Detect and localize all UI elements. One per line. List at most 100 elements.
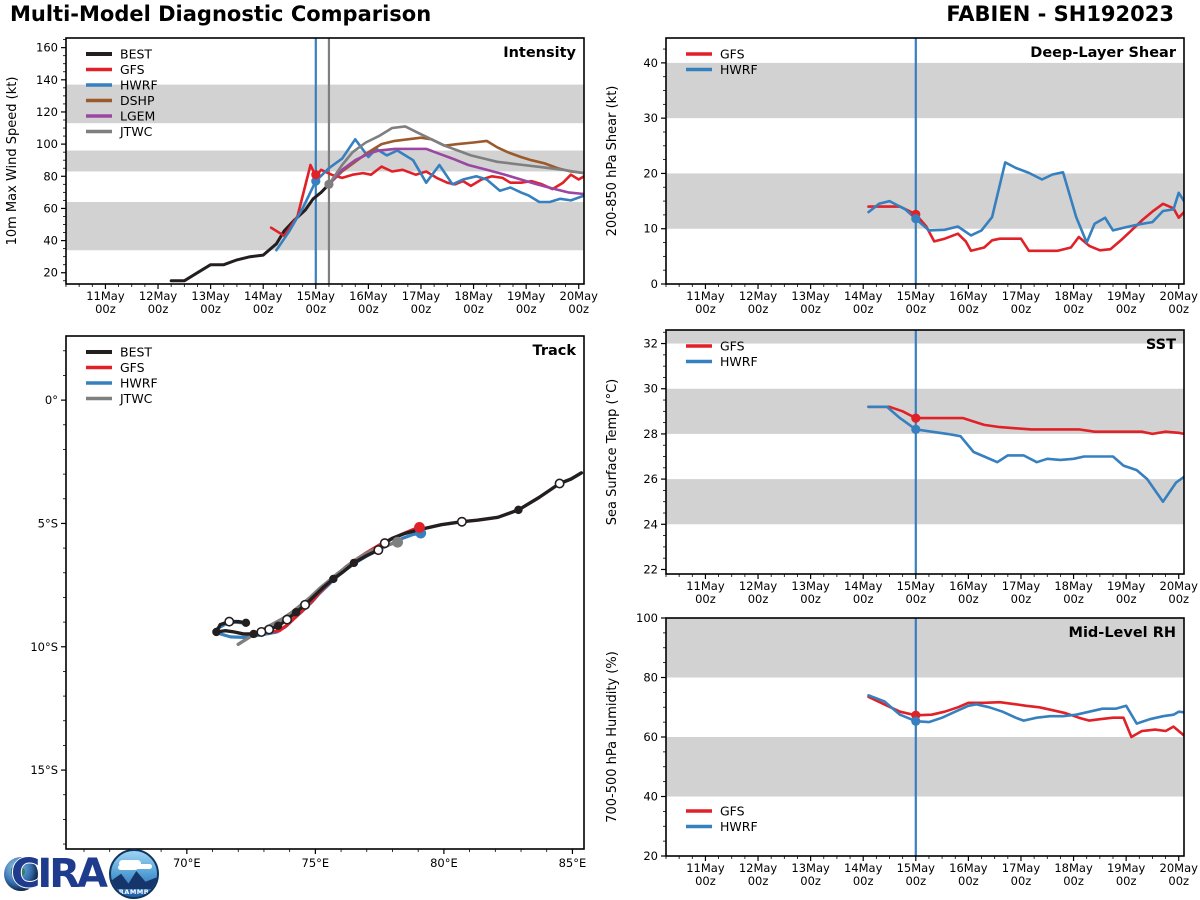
x-tick-label: 12May <box>139 289 178 303</box>
y-tick-label: 26 <box>643 472 658 486</box>
x-tick-label: 00z <box>95 302 116 316</box>
x-tick-label: 00z <box>1168 874 1189 888</box>
model-position-markers <box>392 521 427 548</box>
category-bands <box>666 330 1184 525</box>
x-tick-label: 00z <box>358 302 379 316</box>
x-tick-label: 00z <box>905 592 926 606</box>
x-tick-label: 15May <box>897 579 936 593</box>
best-track-dot-open <box>379 538 390 549</box>
x-tick-label: 16May <box>949 579 988 593</box>
x-tick-label: 00z <box>568 302 589 316</box>
x-tick-label: 00z <box>958 302 979 316</box>
init-markers <box>911 413 921 435</box>
best-track-dot-open <box>224 616 235 627</box>
shear-chart: 11May 00z 12May 00z 13May 00z 14May 00z 15May 00z… <box>600 32 1200 324</box>
y-tick-label: 40 <box>43 234 58 248</box>
series-lines <box>867 161 1184 253</box>
best-track-dot-open <box>256 626 267 637</box>
x-tick-label: 00z <box>748 874 769 888</box>
y-tick-label: 30 <box>643 382 658 396</box>
x-tick-label: 14May <box>244 289 283 303</box>
x-tick-label: 13May <box>791 861 830 875</box>
x-tick-label: 80°E <box>430 856 458 870</box>
x-tick-label: 15May <box>297 289 336 303</box>
x-tick-label: 00z <box>905 874 926 888</box>
y-tick-label: 5°S <box>38 516 58 530</box>
x-tick-label: 00z <box>853 874 874 888</box>
axis-ticks <box>61 350 574 854</box>
y-axis-title: Sea Surface Temp (°C) <box>605 379 620 526</box>
series-line-jtwc <box>327 125 584 186</box>
y-tick-label: 160 <box>36 41 58 55</box>
init-marker-hwrf <box>911 716 921 726</box>
best-track-dot-filled <box>249 629 258 639</box>
best-track-dot-open <box>554 478 565 489</box>
track-chart: 70°E 75°E 80°E 85°E 0° 5°S 10°S 15°S BEST GFS HWRF… <box>0 324 600 880</box>
best-track-dot-open <box>373 545 384 556</box>
legend-label-gfs: GFS <box>720 339 745 354</box>
y-tick-label: 60 <box>43 201 58 215</box>
chart-svg-rh: 11May00z12May00z13May00z14May00z15May00z… <box>605 611 1198 888</box>
best-track-dot-filled <box>273 621 283 630</box>
legend-label-gfs: GFS <box>120 360 145 375</box>
x-tick-label: 00z <box>800 592 821 606</box>
series-line-hwrf <box>867 405 1184 503</box>
x-tick-label: 15May <box>897 861 936 875</box>
x-tick-label: 17May <box>402 289 441 303</box>
x-tick-label: 12May <box>739 861 778 875</box>
x-tick-label: 20May <box>560 289 599 303</box>
x-tick-label: 00z <box>148 302 169 316</box>
x-tick-label: 00z <box>1168 302 1189 316</box>
y-tick-label: 15°S <box>30 763 58 777</box>
axis-tick-labels: 11May00z12May00z13May00z14May00z15May00z… <box>636 611 1198 888</box>
x-tick-label: 17May <box>1002 861 1041 875</box>
chart-svg-shear: 11May00z12May00z13May00z14May00z15May00z… <box>605 37 1198 316</box>
legend-label-gfs: GFS <box>720 47 745 62</box>
panel-title: Mid-Level RH <box>1069 625 1176 641</box>
cloud-icon <box>119 860 141 867</box>
y-axis-title: 10m Max Wind Speed (kt) <box>5 77 20 246</box>
rammb-badge-text: RAMMB <box>118 888 150 896</box>
x-tick-label: 00z <box>958 592 979 606</box>
init-marker-hwrf <box>911 214 921 224</box>
x-tick-label: 00z <box>463 302 484 316</box>
chart-svg-intensity: 11May00z12May00z13May00z14May00z15May00z… <box>5 37 599 316</box>
x-tick-label: 20May <box>1160 861 1199 875</box>
x-tick-label: 00z <box>516 302 537 316</box>
chart-svg-sst: 11May00z12May00z13May00z14May00z15May00z… <box>605 329 1198 606</box>
series-line-gfs <box>867 405 1184 436</box>
init-markers <box>311 170 334 189</box>
x-tick-label: 00z <box>411 302 432 316</box>
x-tick-label: 11May <box>686 861 725 875</box>
x-tick-label: 17May <box>1002 289 1041 303</box>
x-tick-label: 20May <box>1160 289 1199 303</box>
x-tick-label: 11May <box>86 289 125 303</box>
axis-tick-labels: 11May00z12May00z13May00z14May00z15May00z… <box>643 56 1198 316</box>
best-track-dot-filled <box>514 505 523 515</box>
legend-label-hwrf: HWRF <box>720 62 758 77</box>
x-tick-label: 19May <box>507 289 546 303</box>
x-tick-label: 00z <box>853 592 874 606</box>
init-time-lines <box>314 38 331 284</box>
mountain-icon <box>111 871 157 889</box>
x-tick-label: 19May <box>1107 861 1146 875</box>
y-axis-title: 700-500 hPa Humidity (%) <box>605 651 620 823</box>
legend-label-gfs: GFS <box>720 804 745 819</box>
y-tick-label: 140 <box>36 73 58 87</box>
y-tick-label: 0 <box>651 277 658 291</box>
best-track-dot-filled <box>349 558 359 568</box>
series-line-best <box>169 182 331 283</box>
x-tick-label: 18May <box>1054 579 1093 593</box>
y-tick-label: 40 <box>643 56 658 70</box>
y-tick-label: 40 <box>643 790 658 804</box>
series-line-hwrf <box>867 161 1184 244</box>
x-tick-label: 19May <box>1107 289 1146 303</box>
best-track-dot-filled <box>241 618 251 628</box>
best-track-dot-filled <box>212 627 221 637</box>
y-tick-label: 32 <box>643 337 658 351</box>
x-tick-label: 16May <box>949 289 988 303</box>
panel-title: Intensity <box>503 45 576 61</box>
init-marker-gfs <box>311 170 321 180</box>
